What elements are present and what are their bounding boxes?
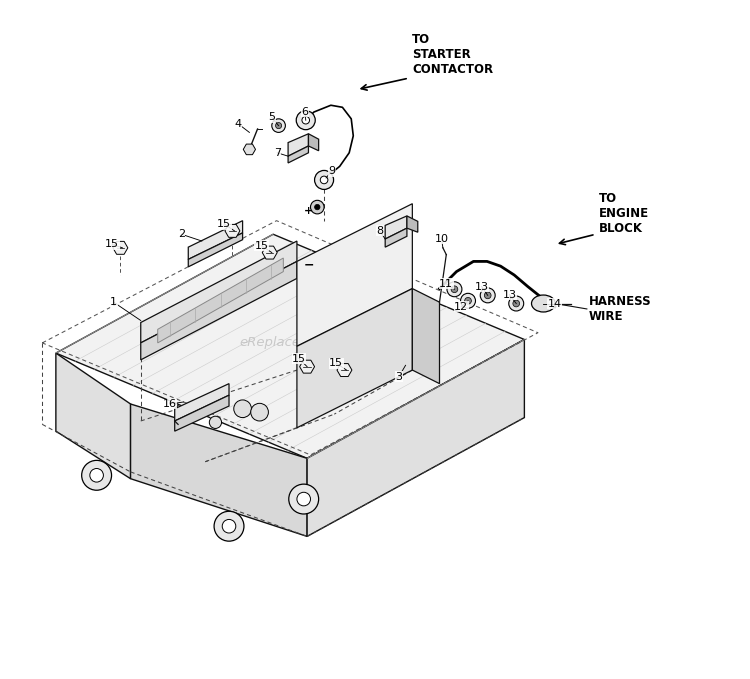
Text: 9: 9 xyxy=(328,166,335,176)
Text: 13: 13 xyxy=(475,282,488,291)
Circle shape xyxy=(513,300,520,307)
Polygon shape xyxy=(386,228,407,247)
Polygon shape xyxy=(225,224,240,238)
Text: 13: 13 xyxy=(503,290,517,299)
Polygon shape xyxy=(262,246,278,259)
Text: 3: 3 xyxy=(395,372,402,382)
Polygon shape xyxy=(188,221,242,259)
Polygon shape xyxy=(141,261,297,360)
Ellipse shape xyxy=(532,295,555,312)
Polygon shape xyxy=(56,234,524,458)
Polygon shape xyxy=(386,216,407,239)
Text: 2: 2 xyxy=(178,230,185,239)
Circle shape xyxy=(320,176,328,184)
Polygon shape xyxy=(188,233,242,267)
Polygon shape xyxy=(288,146,308,163)
Text: 15: 15 xyxy=(329,359,344,368)
Polygon shape xyxy=(158,258,284,343)
Circle shape xyxy=(447,282,462,297)
Circle shape xyxy=(234,400,251,418)
Text: 14: 14 xyxy=(548,299,562,308)
Circle shape xyxy=(289,484,319,514)
Polygon shape xyxy=(308,134,319,151)
Polygon shape xyxy=(413,289,440,384)
Text: 15: 15 xyxy=(292,354,306,363)
Circle shape xyxy=(326,386,343,404)
Circle shape xyxy=(297,492,310,506)
Text: 1: 1 xyxy=(110,297,117,307)
Circle shape xyxy=(308,382,326,400)
Polygon shape xyxy=(56,353,130,479)
Circle shape xyxy=(222,519,236,533)
Circle shape xyxy=(302,116,310,124)
Polygon shape xyxy=(300,360,314,373)
Polygon shape xyxy=(288,134,308,156)
Text: TO
STARTER
CONTACTOR: TO STARTER CONTACTOR xyxy=(413,33,494,76)
Text: 4: 4 xyxy=(234,119,242,128)
Text: eReplacementParts.com: eReplacementParts.com xyxy=(240,336,401,350)
Circle shape xyxy=(484,292,491,299)
Circle shape xyxy=(465,297,472,304)
Polygon shape xyxy=(297,204,412,346)
Text: 8: 8 xyxy=(376,226,383,236)
Text: 11: 11 xyxy=(440,279,453,289)
Polygon shape xyxy=(141,241,297,343)
Polygon shape xyxy=(113,241,128,255)
Text: HARNESS
WIRE: HARNESS WIRE xyxy=(589,295,652,323)
Polygon shape xyxy=(337,363,352,377)
Circle shape xyxy=(214,511,244,541)
Circle shape xyxy=(460,293,476,308)
Polygon shape xyxy=(297,289,412,428)
Polygon shape xyxy=(130,404,307,536)
Circle shape xyxy=(314,204,320,210)
Polygon shape xyxy=(175,395,229,431)
Polygon shape xyxy=(407,216,418,232)
Text: 10: 10 xyxy=(434,234,448,244)
Text: 15: 15 xyxy=(254,241,268,251)
Text: 16: 16 xyxy=(163,399,177,409)
Text: −: − xyxy=(304,258,314,271)
Circle shape xyxy=(275,122,282,129)
Text: 7: 7 xyxy=(274,148,280,158)
Text: 15: 15 xyxy=(105,240,119,249)
Text: 5: 5 xyxy=(268,113,275,122)
Polygon shape xyxy=(175,384,229,421)
Circle shape xyxy=(209,416,221,428)
Circle shape xyxy=(509,296,524,311)
Circle shape xyxy=(90,469,104,482)
Text: 15: 15 xyxy=(217,219,231,229)
Text: TO
ENGINE
BLOCK: TO ENGINE BLOCK xyxy=(599,192,650,236)
Circle shape xyxy=(296,111,315,130)
Text: 6: 6 xyxy=(302,107,308,117)
Text: 12: 12 xyxy=(454,302,468,312)
Text: +: + xyxy=(304,206,313,216)
Circle shape xyxy=(310,200,324,214)
Polygon shape xyxy=(307,340,524,536)
Circle shape xyxy=(272,119,285,132)
Circle shape xyxy=(451,286,458,293)
Circle shape xyxy=(251,403,268,421)
Circle shape xyxy=(480,288,495,303)
Polygon shape xyxy=(243,144,256,155)
Circle shape xyxy=(82,460,112,490)
Circle shape xyxy=(314,170,334,189)
